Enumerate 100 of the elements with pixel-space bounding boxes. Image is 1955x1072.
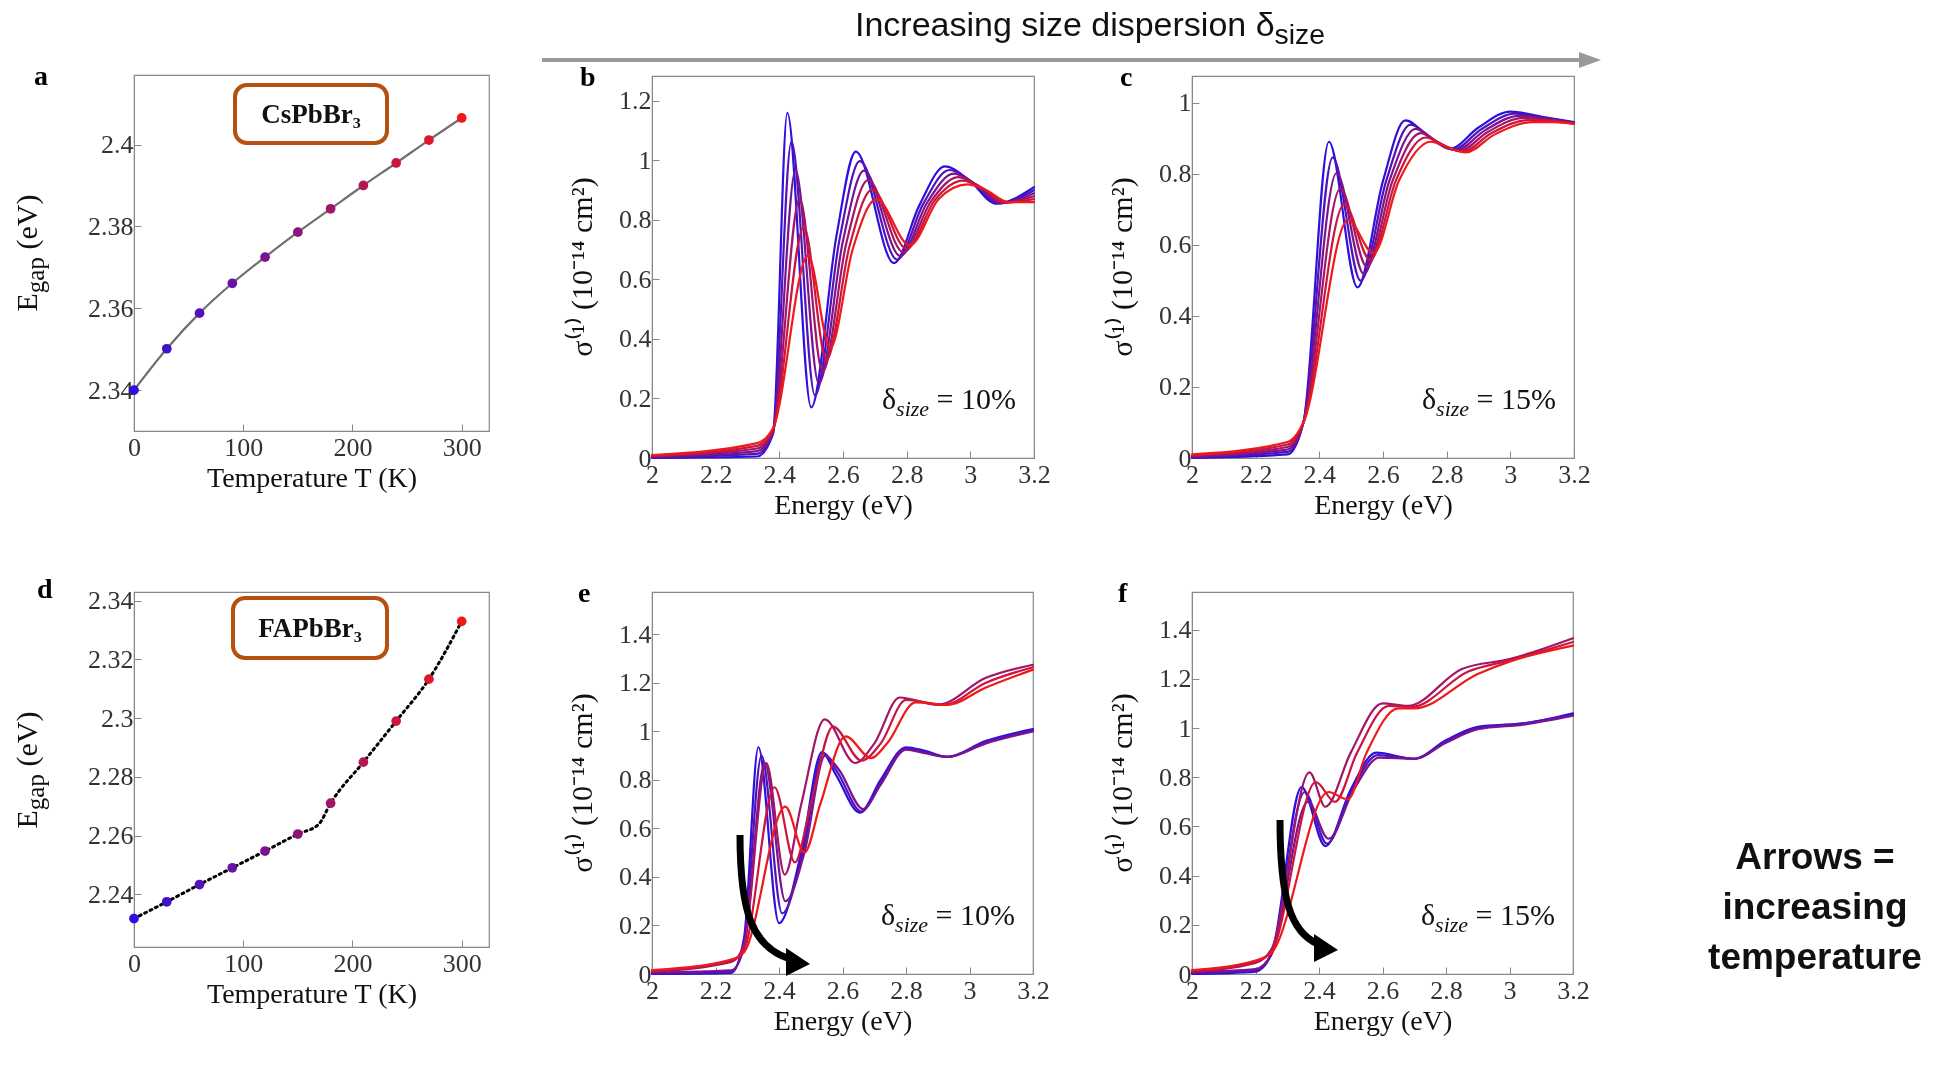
y-tick-label: 0.4 <box>619 324 652 354</box>
annotation: δ$_{size}$ = 15% <box>1420 898 1555 938</box>
text: Increasing size dispersion δ$_{size}$ <box>855 5 1325 51</box>
point <box>456 113 467 123</box>
chart-title: c <box>1120 61 1133 92</box>
y-axis-title: σ⁽¹⁾ (10⁻¹⁴ cm²) <box>563 693 599 873</box>
x-tick-label: 3.2 <box>1558 459 1591 489</box>
point <box>424 135 434 145</box>
y-tick-label: 2.24 <box>88 879 134 909</box>
y-tick-label: 2.34 <box>88 375 134 405</box>
y-tick-label: 0.4 <box>1159 301 1192 331</box>
y-tick-label: 1.4 <box>1159 615 1192 645</box>
x-tick-label: 2.6 <box>1367 459 1400 489</box>
point <box>194 879 205 890</box>
chart-title: d <box>37 572 53 604</box>
chart-title: a <box>34 60 48 91</box>
point <box>227 278 238 289</box>
x-tick-label: 2.4 <box>1303 459 1337 489</box>
y-tick-label: 0.2 <box>1159 372 1192 402</box>
x-tick-label: 200 <box>333 432 373 462</box>
point <box>456 616 467 627</box>
point <box>227 862 238 873</box>
y-tick-label: 2.4 <box>101 130 134 160</box>
x-tick-label: 2.2 <box>699 459 733 489</box>
y-tick-label: 0.4 <box>1159 861 1192 891</box>
annotation: CsPbBr₃ <box>261 98 361 130</box>
chart-title: e <box>578 577 591 608</box>
point <box>292 829 303 839</box>
point <box>358 757 369 768</box>
rounded-frame: FAPbBr₃ <box>231 596 389 660</box>
y-tick-label: 0.6 <box>619 265 652 294</box>
annotation: δ$_{size}$ = 10% <box>881 382 1016 422</box>
x-tick-label: 100 <box>224 432 264 462</box>
point <box>325 798 336 809</box>
annotation: FAPbBr₃ <box>258 612 362 644</box>
x-tick-label: 2.6 <box>826 975 860 1005</box>
y-tick-label: 1 <box>638 716 652 746</box>
x-tick-label: 300 <box>442 432 482 462</box>
y-tick-label: 2.26 <box>88 821 134 851</box>
point <box>260 846 270 856</box>
text: Arrows = increasing temperature <box>1707 835 1923 979</box>
point <box>325 203 336 214</box>
x-axis-title: Energy (eV) <box>1314 488 1453 520</box>
y-tick-label: 1 <box>1178 713 1192 743</box>
y-tick-label: 1 <box>638 145 652 175</box>
y-axis-title: σ⁽¹⁾ (10⁻¹⁴ cm²) <box>563 177 599 357</box>
x-tick-label: 2.8 <box>890 975 923 1005</box>
x-tick-label: 3.2 <box>1017 975 1050 1005</box>
x-tick-label: 2.8 <box>1430 459 1464 489</box>
x-tick-label: 2.2 <box>699 975 733 1005</box>
y-tick-label: 2.3 <box>101 703 134 733</box>
x-tick-label: 2.4 <box>1303 975 1336 1005</box>
x-tick-label: 3 <box>1503 975 1517 1005</box>
y-tick-label: 1.2 <box>619 668 652 698</box>
x-tick-label: 2.6 <box>1366 975 1400 1005</box>
point <box>358 180 369 191</box>
point <box>161 343 172 354</box>
x-axis-title: Energy (eV) <box>774 488 913 520</box>
annotation: δ$_{size}$ = 10% <box>880 898 1015 938</box>
y-tick-label: 0.8 <box>1159 159 1192 189</box>
point <box>292 227 303 237</box>
x-tick-label: 3.2 <box>1557 975 1590 1005</box>
y-tick-label: 0.2 <box>619 910 652 940</box>
y-tick-label: 0.8 <box>619 205 652 235</box>
x-tick-label: 3 <box>963 975 977 1005</box>
point <box>391 716 402 726</box>
y-tick-label: 0.2 <box>1159 910 1192 940</box>
x-tick-label: 3.2 <box>1018 459 1051 489</box>
x-axis-title: Temperature T (K) <box>206 461 418 493</box>
x-axis-title: Energy (eV) <box>773 1004 913 1036</box>
point <box>194 308 205 319</box>
annotation: δ$_{size}$ = 15% <box>1421 382 1556 422</box>
x-tick-label: 2.4 <box>763 459 797 489</box>
x-tick-label: 2.8 <box>890 459 924 489</box>
x-tick-label: 2.2 <box>1239 459 1273 489</box>
y-tick-label: 2.34 <box>88 586 134 616</box>
chart-title: f <box>1118 577 1128 608</box>
x-tick-label: 3 <box>964 459 978 489</box>
y-axis-title: σ⁽¹⁾ (10⁻¹⁴ cm²) <box>1103 177 1139 357</box>
point <box>129 913 139 924</box>
x-tick-label: 2.4 <box>763 975 796 1005</box>
y-tick-label: 2.36 <box>88 293 134 323</box>
x-tick-label: 2.6 <box>827 459 860 489</box>
y-tick-label: 1.2 <box>619 86 652 116</box>
y-tick-label: 2.32 <box>88 644 134 674</box>
x-tick-label: 2.8 <box>1430 975 1463 1005</box>
y-tick-label: 0.6 <box>619 813 652 843</box>
x-tick-label: 100 <box>224 948 264 978</box>
y-tick-label: 1 <box>1178 88 1192 118</box>
y-tick-label: 0.4 <box>619 862 652 892</box>
y-tick-label: 2.28 <box>88 762 134 792</box>
y-tick-label: 0.8 <box>1159 762 1192 792</box>
chart-title: b <box>580 61 596 92</box>
point <box>161 896 172 907</box>
x-tick-label: 200 <box>333 948 373 978</box>
y-tick-label: 1.4 <box>619 619 652 649</box>
y-tick-label: 0.6 <box>1159 230 1192 260</box>
x-axis-title: Energy (eV) <box>1313 1004 1453 1036</box>
point <box>260 252 270 262</box>
x-tick-label: 3 <box>1504 459 1518 489</box>
